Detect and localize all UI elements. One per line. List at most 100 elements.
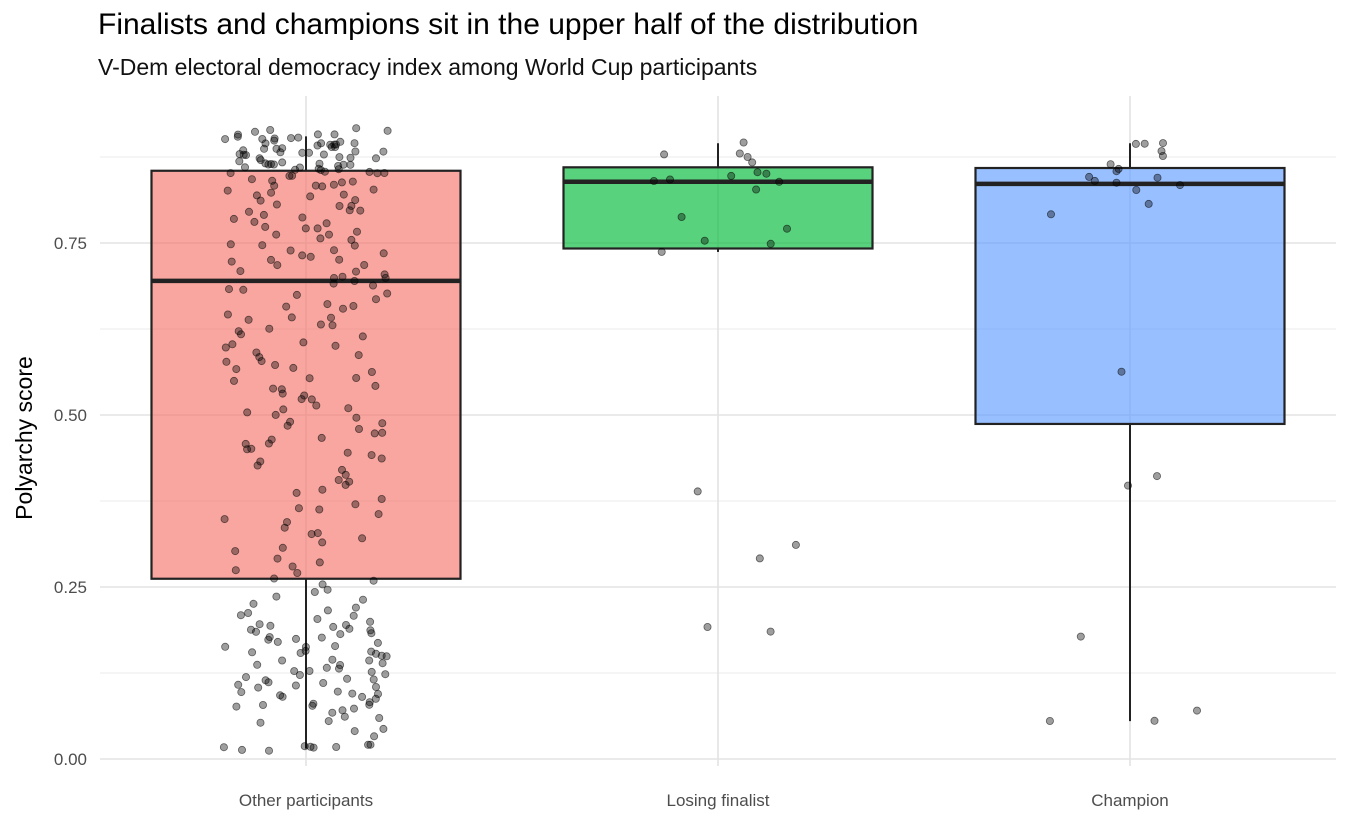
data-point [315,505,324,514]
data-point [298,213,307,222]
data-point [241,151,250,160]
data-point [743,152,752,161]
data-point [252,348,261,357]
data-point [296,649,305,658]
data-point [693,487,702,496]
data-point [248,648,257,657]
data-point [310,588,319,597]
data-point [331,642,340,651]
data-point [380,168,389,177]
data-point [271,410,280,419]
x-tick-label: Losing finalist [666,791,769,810]
data-point [282,302,291,311]
data-point [269,384,278,393]
data-point [326,313,335,322]
data-point [270,136,279,145]
data-point [329,180,338,189]
data-point [338,272,347,281]
data-point [264,439,273,448]
data-point [306,252,315,261]
data-point [266,255,275,264]
data-point [334,475,343,484]
data-point [323,300,332,309]
data-point [317,633,326,642]
data-point [748,158,757,167]
data-point [256,196,265,205]
data-point [350,241,359,250]
data-point [370,429,379,438]
data-point [383,289,392,298]
data-point [279,405,288,414]
data-point [1158,151,1167,160]
data-point [239,285,248,294]
data-point [231,566,240,575]
data-point [276,148,285,157]
data-point [1076,632,1085,641]
data-point [350,727,359,736]
data-point [703,623,712,632]
data-point [286,134,295,143]
data-point [224,285,233,294]
data-point [268,176,277,185]
data-point [335,153,344,162]
data-point [378,428,387,437]
data-point [273,554,282,563]
data-point [345,206,354,215]
data-point [299,338,308,347]
data-point [333,687,342,696]
box-champion [974,166,1286,426]
data-point [739,138,748,147]
data-point [223,186,232,195]
data-point [278,158,287,167]
data-point [753,168,762,177]
data-point [339,190,348,199]
data-point [316,320,325,329]
data-point [272,200,281,209]
data-point [318,580,327,589]
data-point [1124,481,1133,490]
data-point [237,688,246,697]
data-point [341,480,350,489]
data-point [272,230,281,239]
data-point [1090,176,1099,185]
data-point [335,201,344,210]
data-point [1117,367,1126,376]
data-point [373,638,382,647]
data-point [254,683,263,692]
data-point [766,239,775,248]
data-point [308,701,317,710]
x-tick-label: Other participants [239,791,373,810]
data-point [243,445,252,454]
data-point [352,413,361,422]
data-point [232,702,241,711]
data-point [700,236,709,245]
data-point [237,745,246,754]
data-point [331,341,340,350]
data-point [288,562,297,571]
data-point [366,740,375,749]
data-point [236,330,245,339]
boxes [150,136,1286,749]
data-point [304,148,313,157]
data-point [305,667,314,676]
jitter-points [219,124,1202,755]
box-other-participants [150,169,462,580]
data-point [371,683,380,692]
data-point [278,144,287,153]
y-axis-title: Polyarchy score [11,356,37,520]
data-point [358,692,367,701]
data-point [352,373,361,382]
data-point [791,540,800,549]
data-point [226,169,235,178]
data-point [287,313,296,322]
data-point [271,360,280,369]
data-point [243,408,252,417]
data-point [329,246,338,255]
data-point [369,675,378,684]
data-point [313,224,322,233]
data-point [375,714,384,723]
data-point [347,201,356,210]
data-point [377,651,386,660]
data-point [328,321,337,330]
data-point [367,367,376,376]
